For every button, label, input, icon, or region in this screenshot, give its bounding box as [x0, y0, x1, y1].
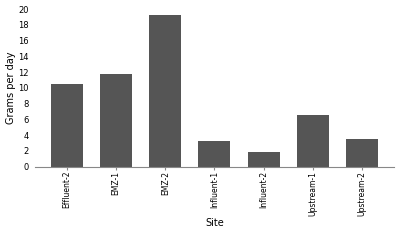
- Bar: [198, 141, 230, 167]
- X-axis label: Site: Site: [205, 219, 224, 228]
- Bar: [248, 152, 280, 167]
- Bar: [51, 84, 83, 167]
- Bar: [100, 74, 132, 167]
- Bar: [297, 115, 329, 167]
- Y-axis label: Grams per day: Grams per day: [6, 51, 16, 124]
- Bar: [149, 15, 181, 167]
- Bar: [346, 139, 378, 167]
